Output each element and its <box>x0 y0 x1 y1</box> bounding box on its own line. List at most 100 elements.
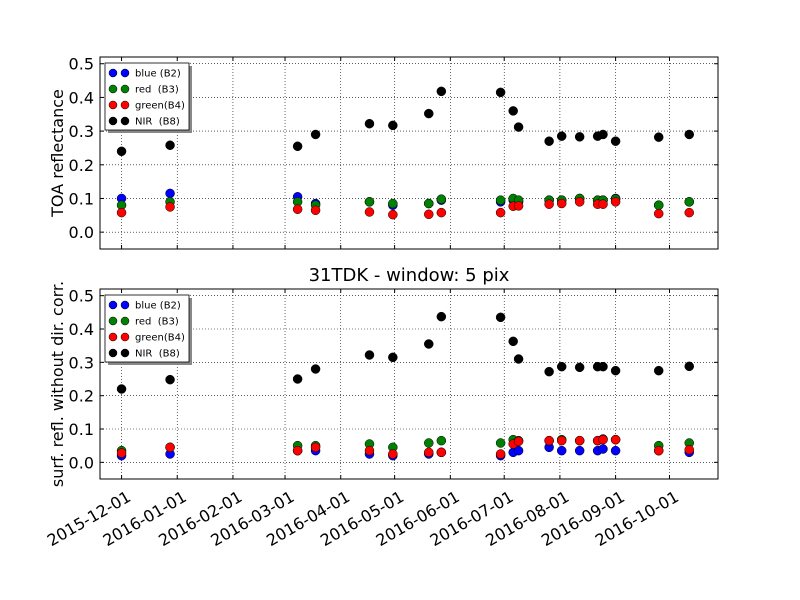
data-point-red <box>292 204 303 215</box>
data-point-black <box>424 339 434 349</box>
data-point-black <box>116 384 127 394</box>
data-point-green <box>424 198 434 209</box>
legend-marker <box>108 68 118 78</box>
y-tick-label: 0.2 <box>69 387 94 406</box>
data-point-red <box>513 201 524 211</box>
data-point-red <box>424 447 434 458</box>
data-point-blue <box>556 445 567 456</box>
data-point-red <box>653 208 664 219</box>
plot-area <box>100 57 718 249</box>
data-point-black <box>513 354 524 364</box>
data-point-red <box>116 448 127 458</box>
data-point-black <box>495 87 506 98</box>
data-point-red <box>653 445 664 456</box>
legend-label: NIR (B8) <box>135 349 180 360</box>
legend-marker <box>108 332 118 342</box>
data-point-black <box>364 350 375 360</box>
y-tick-label: 0.2 <box>69 156 94 175</box>
chart-title: 31TDK - window: 5 pix <box>309 265 510 286</box>
legend-marker <box>120 116 130 126</box>
data-point-black <box>544 366 554 377</box>
data-point-green <box>364 197 375 207</box>
data-point-black <box>165 374 175 385</box>
data-point-blue <box>513 445 524 456</box>
legend-label: red (B3) <box>135 85 179 96</box>
y-tick-label: 0.0 <box>69 453 94 472</box>
data-point-red <box>310 205 321 216</box>
legend-marker <box>120 100 130 110</box>
legend-label: blue (B2) <box>135 69 181 80</box>
data-point-red <box>574 435 585 446</box>
legend-marker <box>120 68 130 78</box>
data-point-black <box>598 361 608 372</box>
data-point-black <box>610 136 621 146</box>
data-point-red <box>116 207 127 218</box>
legend-marker <box>120 332 130 342</box>
plot-frame <box>99 288 719 480</box>
y-tick-label: 0.5 <box>69 55 94 74</box>
data-point-red <box>388 209 398 220</box>
data-point-red <box>388 449 398 459</box>
y-tick-label: 0.3 <box>69 122 94 141</box>
data-point-red <box>364 445 375 456</box>
data-point-green <box>436 435 447 446</box>
data-point-black <box>292 141 303 152</box>
data-point-black <box>165 140 175 151</box>
data-point-red <box>598 434 608 445</box>
data-point-red <box>364 207 375 217</box>
data-point-red <box>495 207 506 218</box>
data-point-black <box>610 365 621 376</box>
data-point-black <box>556 361 567 372</box>
legend-marker <box>108 348 118 358</box>
legend-box <box>104 62 190 131</box>
data-point-black <box>364 118 375 129</box>
chart-panel-2: 0.00.10.20.30.40.52015-12-012016-01-0120… <box>44 265 719 550</box>
data-point-red <box>556 198 567 209</box>
data-point-black <box>574 362 585 373</box>
data-point-red <box>684 444 695 455</box>
legend-label: NIR (B8) <box>135 117 180 128</box>
legend-marker <box>120 84 130 94</box>
legend-marker <box>108 300 118 310</box>
legend-label: green(B4) <box>135 333 185 344</box>
legend-marker <box>108 84 118 94</box>
data-point-black <box>388 352 398 363</box>
data-point-black <box>436 311 447 322</box>
data-point-green <box>436 194 447 204</box>
data-point-red <box>292 445 303 456</box>
y-tick-label: 0.1 <box>69 189 94 208</box>
legend-box <box>104 294 190 363</box>
data-point-green <box>495 438 506 448</box>
legend-marker <box>120 300 130 310</box>
data-point-red <box>436 447 447 458</box>
data-point-black <box>292 374 303 384</box>
data-point-green <box>424 438 434 448</box>
data-point-green <box>653 200 664 210</box>
data-point-black <box>653 365 664 376</box>
data-point-red <box>598 199 608 209</box>
legend-label: red (B3) <box>135 317 179 328</box>
data-point-black <box>508 106 518 116</box>
legend-marker <box>108 316 118 326</box>
data-point-black <box>116 146 127 157</box>
data-point-black <box>495 312 506 323</box>
data-point-black <box>436 86 447 97</box>
data-point-red <box>544 435 554 446</box>
y-tick-label: 0.1 <box>69 420 94 439</box>
legend-marker <box>108 116 118 126</box>
data-point-red <box>574 197 585 207</box>
plot-area <box>100 289 718 479</box>
data-point-blue <box>610 445 621 456</box>
data-point-blue <box>574 445 585 456</box>
data-point-red <box>544 199 554 209</box>
data-point-red <box>165 442 175 453</box>
data-point-black <box>513 122 524 132</box>
legend-label: green(B4) <box>135 101 185 112</box>
data-point-red <box>610 197 621 207</box>
data-point-green <box>388 198 398 209</box>
data-point-red <box>513 436 524 447</box>
data-point-red <box>495 449 506 459</box>
data-point-red <box>556 435 567 446</box>
